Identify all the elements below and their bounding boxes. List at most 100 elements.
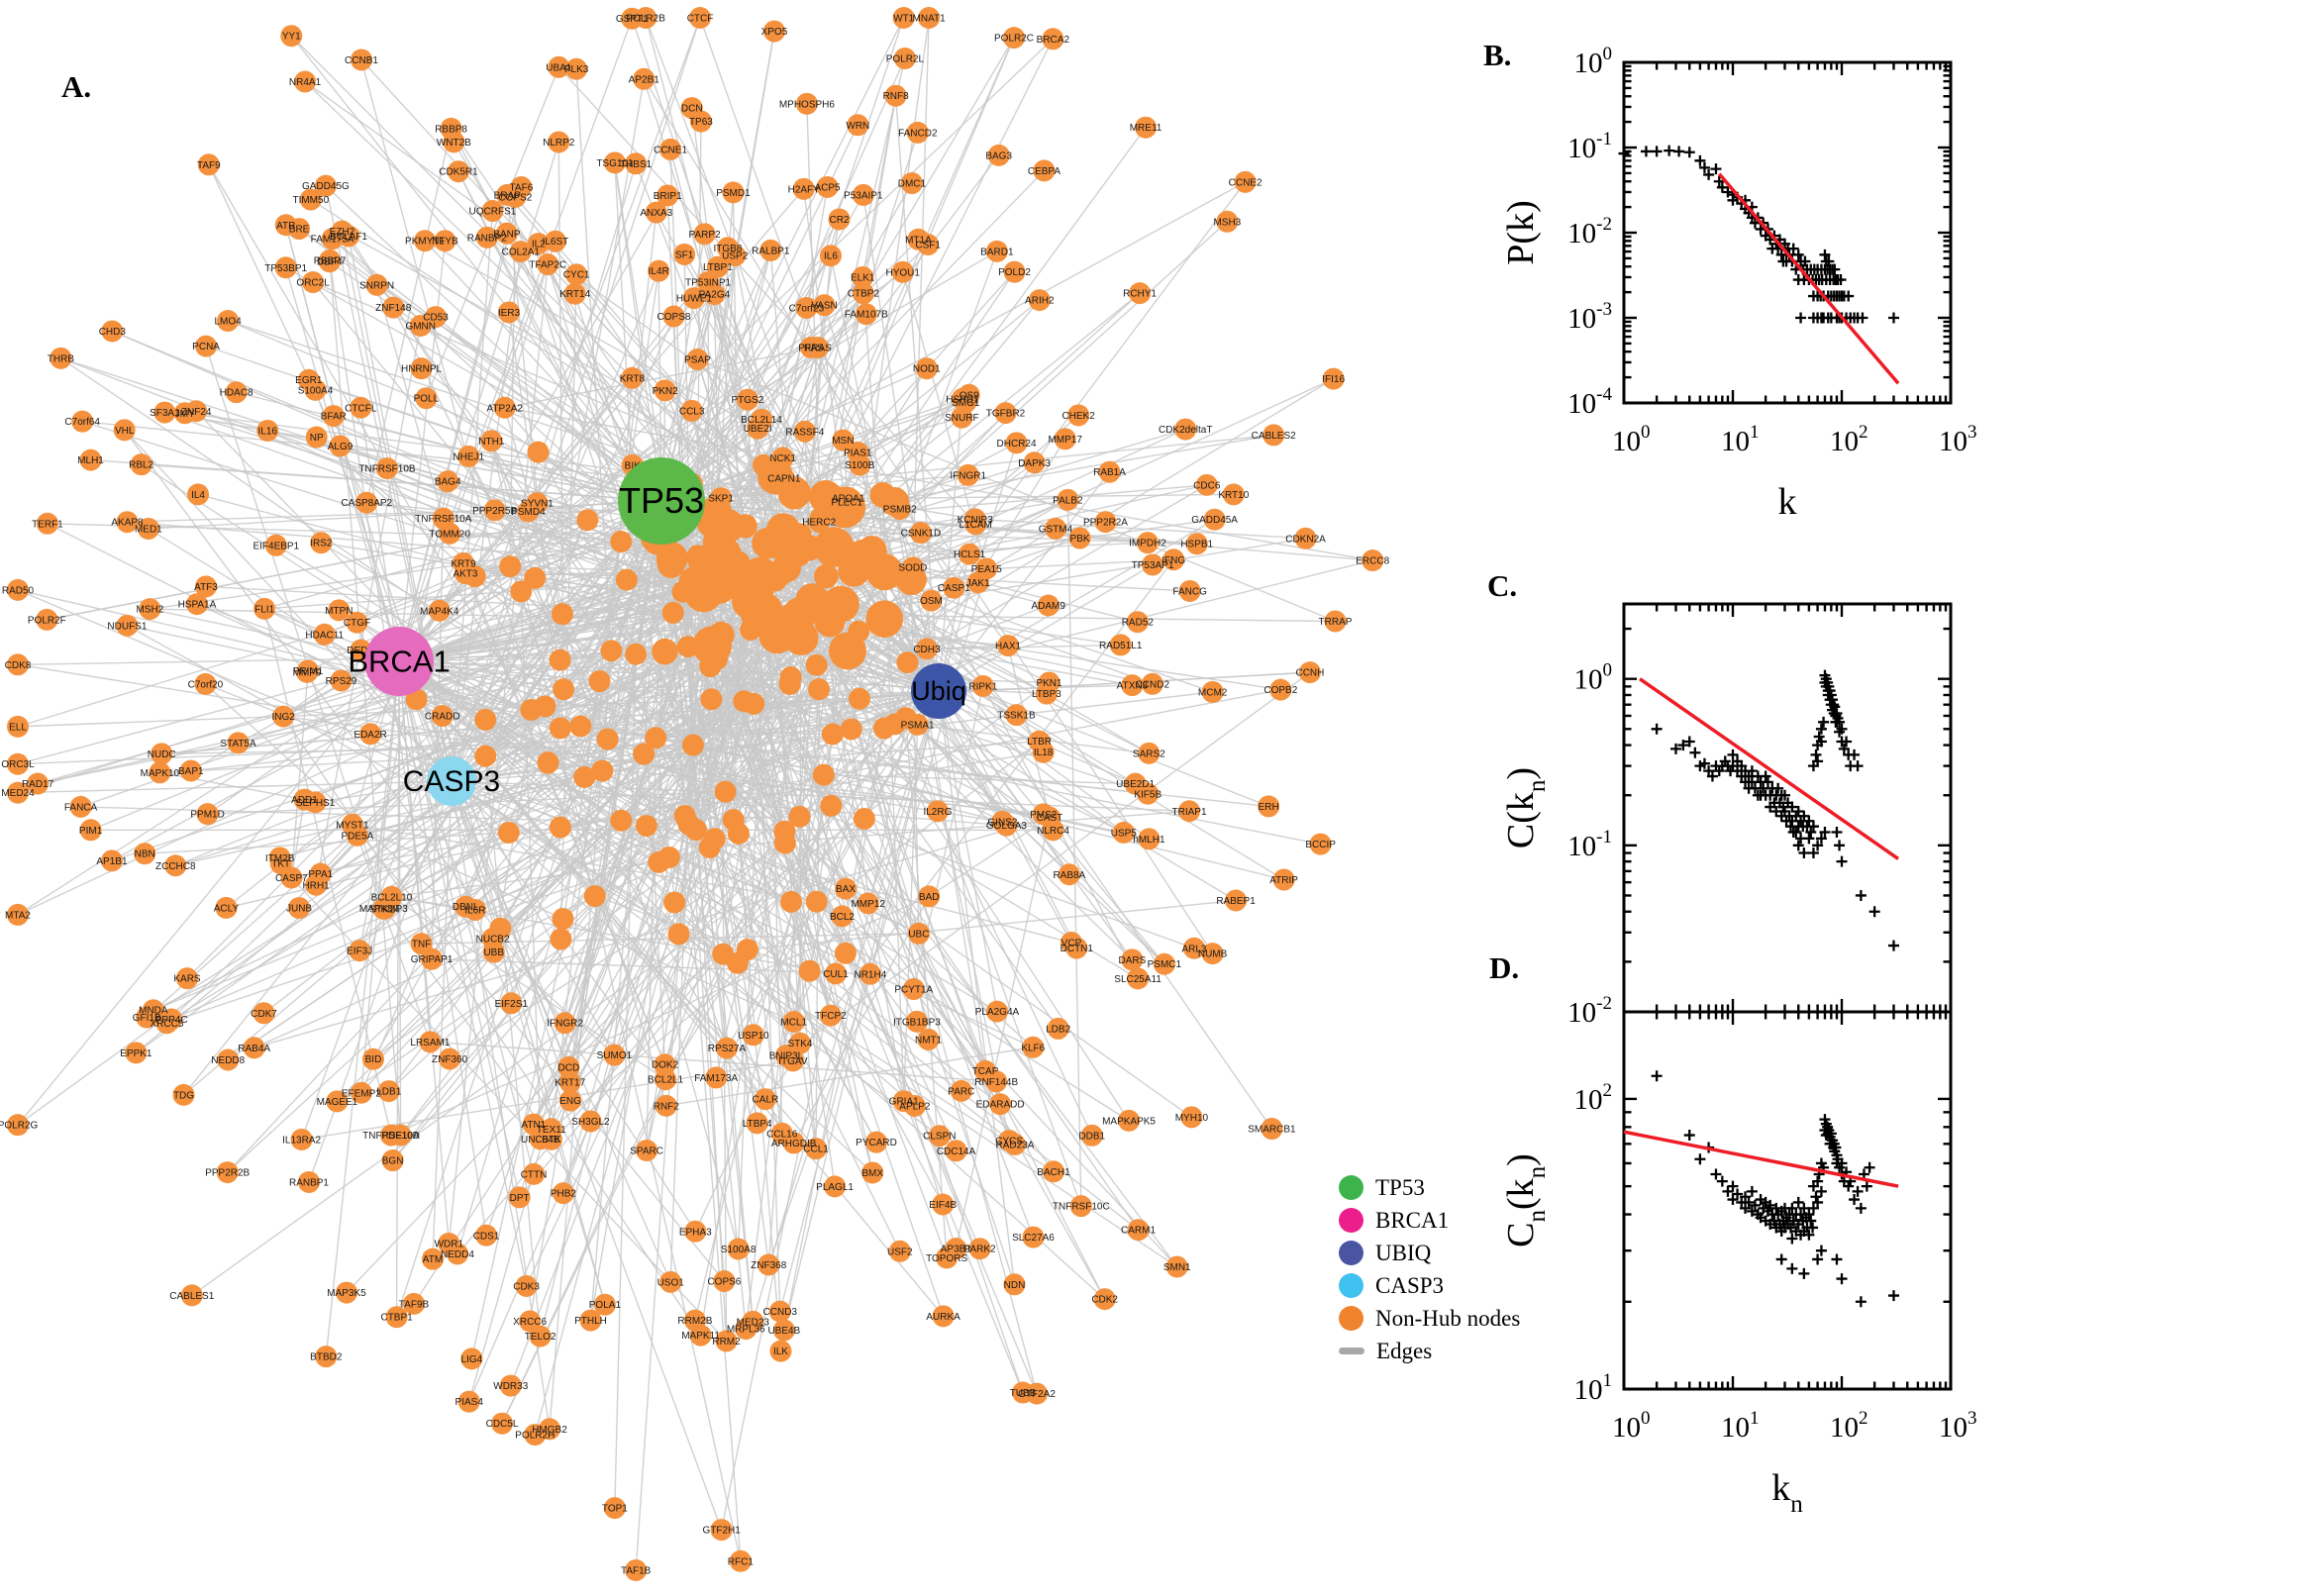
network-nodes: [7, 7, 1384, 1581]
network-edge: [456, 690, 940, 1254]
network-node: [769, 1340, 792, 1362]
network-node-label: CDH3: [913, 645, 941, 655]
network-node-label: PSMA1: [901, 720, 935, 731]
network-node-label: SYVN1: [521, 499, 554, 510]
network-node: [187, 483, 210, 506]
network-node: [932, 1193, 955, 1216]
network-node: [180, 1284, 203, 1307]
network-node: [788, 805, 811, 828]
network-node-label: PPP2R5B: [472, 506, 517, 517]
edge-swatch-icon: [1339, 1347, 1364, 1354]
scatter-point: [1651, 723, 1663, 735]
network-node-label: HNRNPL: [401, 364, 443, 375]
network-node-label: GRIPAP1: [411, 954, 454, 965]
network-node: [1003, 1133, 1026, 1155]
network-node: [852, 265, 874, 288]
network-node-label: PPP4C: [155, 1015, 188, 1026]
scatter-point: [1855, 1202, 1867, 1214]
scatter-point: [1760, 770, 1771, 782]
network-node: [722, 809, 745, 832]
network-node: [928, 1125, 951, 1147]
network-edge: [360, 599, 813, 1094]
network-node-label: BAP1: [178, 766, 204, 777]
network-node-label: BNIP3L: [769, 1051, 804, 1062]
network-node: [1058, 863, 1080, 886]
network-node: [959, 543, 981, 565]
network-node-label: CABLES1: [169, 1291, 214, 1302]
network-node-label: ATRIP: [1269, 875, 1298, 886]
network-edge: [848, 497, 975, 521]
network-node: [421, 948, 444, 970]
network-edge: [263, 519, 588, 610]
network-node: [149, 761, 171, 784]
network-node: [792, 177, 815, 200]
network-node-label: APLP2: [899, 1102, 931, 1113]
network-node-label: CABLES2: [1252, 431, 1296, 442]
network-edge: [825, 292, 1141, 577]
network-edge: [398, 660, 1106, 1300]
network-edge: [660, 17, 905, 502]
network-edge: [398, 186, 523, 662]
network-node: [715, 1330, 738, 1352]
network-edge: [398, 660, 1130, 1122]
network-node: [633, 743, 656, 765]
network-node-label: RRM2B: [677, 1316, 712, 1327]
tick-exponent: -3: [1596, 299, 1612, 320]
network-edge: [175, 780, 453, 866]
network-node: [813, 527, 855, 567]
legend-item-brca1: BRCA1: [1339, 1204, 1520, 1237]
network-node: [410, 357, 433, 380]
scatter-point: [1722, 1185, 1734, 1197]
network-node: [678, 565, 716, 603]
network-node-label: BARD1: [980, 247, 1014, 257]
network-node: [272, 705, 295, 728]
tick-label: 10-1: [1567, 827, 1612, 862]
network-node-label: RNF2: [654, 1101, 680, 1112]
network-node-label: CDS1: [473, 1231, 500, 1242]
network-node: [529, 1128, 552, 1150]
network-node-label: TEX11: [537, 1125, 566, 1136]
network-node-label: MTA2: [5, 910, 31, 921]
network-node: [7, 715, 29, 738]
network-node-label: ANXA3: [640, 208, 672, 219]
network-node: [805, 653, 828, 676]
network-node: [1322, 367, 1345, 390]
network-node-label: ATF3: [194, 582, 218, 593]
network-node-label: CCL16: [766, 1129, 798, 1140]
network-node: [828, 632, 866, 670]
network-node-label: CHD3: [99, 327, 127, 338]
network-edge: [358, 17, 701, 951]
network-node-label: NCK1: [769, 453, 796, 464]
network-node: [686, 348, 709, 370]
network-edge: [17, 500, 662, 916]
network-edge: [208, 163, 728, 1048]
network-edge: [184, 412, 751, 592]
network-node-label: EIF4EBP1: [252, 541, 299, 551]
network-edge: [567, 745, 694, 1068]
network-edge: [664, 438, 1066, 1080]
network-node: [153, 401, 176, 424]
scatter-point: [1841, 736, 1853, 748]
network-node-label: AKT3: [453, 569, 477, 580]
network-node: [821, 723, 844, 746]
network-node: [775, 1045, 798, 1067]
scatter-point: [1786, 1233, 1798, 1245]
scatter-point: [1694, 1153, 1706, 1165]
scatter-point: [1698, 161, 1710, 173]
network-node-label: RAB8A: [1053, 870, 1085, 881]
scatter-point: [1618, 148, 1630, 159]
network-node: [917, 1028, 940, 1050]
network-node-label: RAD23A: [996, 1140, 1035, 1150]
network-node: [475, 226, 498, 249]
network-node-label: SPARC: [630, 1147, 663, 1157]
network-node: [610, 531, 633, 553]
network-edge: [938, 563, 1154, 692]
network-node: [659, 1270, 682, 1293]
network-node: [591, 759, 614, 782]
network-node: [256, 419, 279, 442]
network-node-label: EFEMP2: [342, 1088, 381, 1099]
y-axis-title: P(k): [1500, 200, 1542, 264]
network-node-label: IL4: [191, 490, 205, 501]
network-edge: [398, 610, 803, 662]
